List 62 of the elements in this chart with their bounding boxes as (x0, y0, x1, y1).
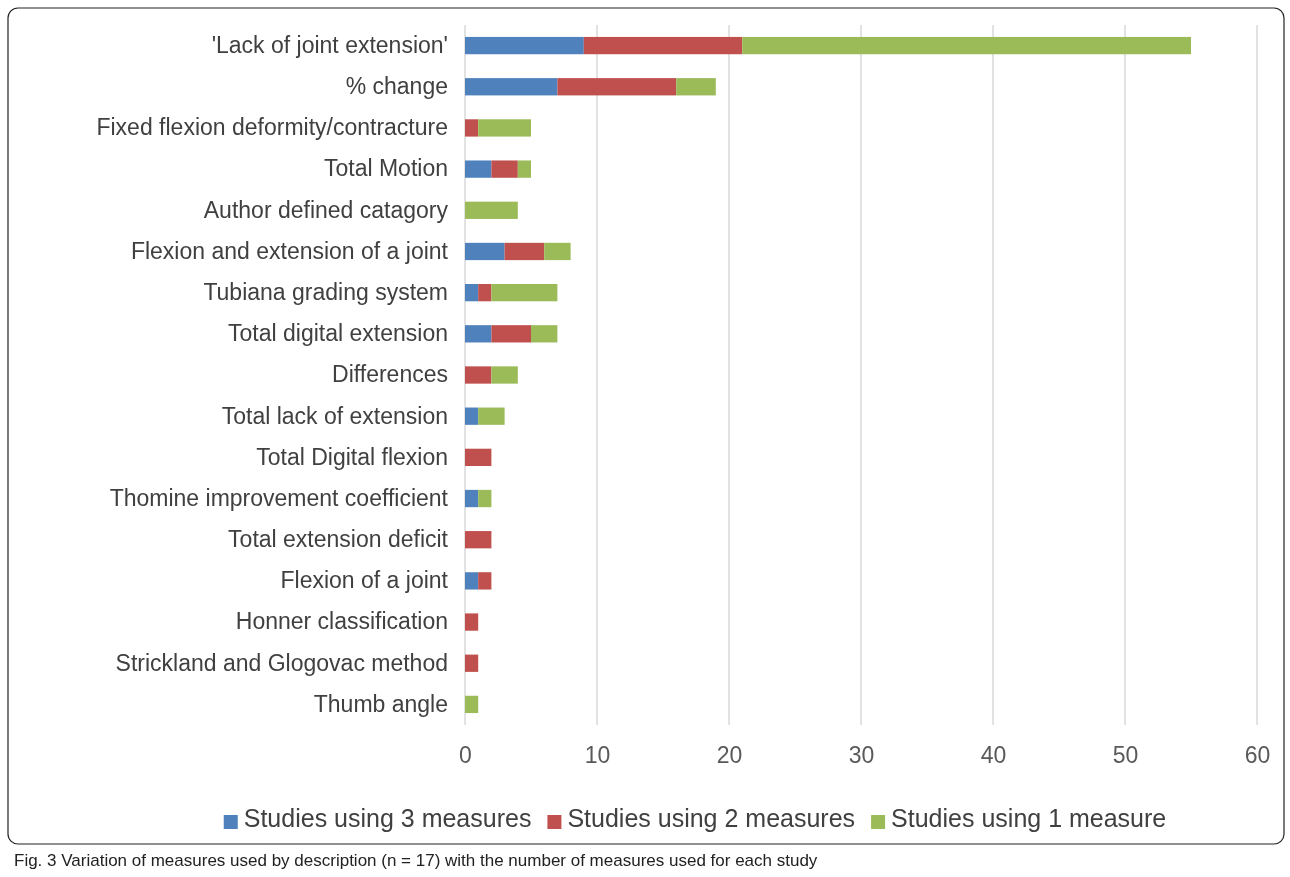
y-tick-label: Author defined catagory (203, 196, 449, 223)
bar (531, 325, 558, 343)
y-tick-label: Strickland and Glogovac method (115, 649, 448, 676)
bar (465, 572, 479, 590)
bar (491, 325, 531, 343)
bar (465, 695, 479, 714)
y-tick-label: Tubiana grading system (203, 279, 448, 306)
y-tick-label: Total Digital flexion (256, 443, 448, 470)
bar (465, 119, 479, 137)
bar (491, 284, 558, 302)
y-tick-label: Thomine improvement coefficient (109, 484, 449, 511)
bar (465, 654, 479, 672)
y-tick-label: Total extension deficit (228, 526, 449, 553)
bar (491, 160, 518, 178)
bar (478, 119, 531, 137)
legend-label: Studies using 3 measures (243, 804, 532, 832)
y-tick-label: Total digital extension (228, 320, 448, 347)
bar (557, 78, 677, 96)
y-tick-label: % change (345, 73, 448, 100)
legend-label: Studies using 2 measures (567, 804, 856, 832)
bar (465, 242, 505, 261)
bar (742, 36, 1191, 55)
bar (478, 407, 505, 425)
bar (478, 284, 492, 302)
y-tick-label: 'Lack of joint extension' (211, 31, 448, 58)
bar (465, 36, 584, 55)
y-tick-label: Total Motion (323, 155, 448, 182)
y-tick-label: Thumb angle (313, 690, 448, 717)
y-tick-label: Flexion of a joint (280, 567, 449, 594)
x-tick-label: 20 (716, 742, 743, 769)
x-tick-label: 0 (459, 742, 472, 769)
x-tick-label: 50 (1112, 742, 1139, 769)
bar (583, 36, 743, 55)
bar (465, 160, 492, 178)
bar (465, 448, 492, 466)
bar (478, 489, 492, 508)
bar (465, 613, 479, 631)
bar (465, 489, 479, 508)
x-tick-label: 10 (584, 742, 611, 769)
bar (676, 78, 716, 96)
bar (544, 242, 571, 261)
x-tick-label: 40 (980, 742, 1007, 769)
bar (465, 366, 492, 384)
bar (465, 284, 479, 302)
x-tick-label: 30 (848, 742, 875, 769)
y-tick-label: Fixed flexion deformity/contracture (96, 114, 448, 141)
bar (491, 366, 518, 384)
y-tick-label: Differences (332, 361, 448, 388)
y-tick-label: Total lack of extension (221, 402, 448, 429)
legend-label: Studies using 1 measure (891, 804, 1167, 832)
caption: Fig. 3 Variation of measures used by description (n = 17) with the number of measures used for each study (14, 851, 818, 870)
bar (478, 572, 492, 590)
bar (517, 160, 531, 178)
bar (465, 325, 492, 343)
bar (465, 407, 479, 425)
bar (465, 78, 558, 96)
bar (465, 201, 518, 219)
x-tick-label: 60 (1244, 742, 1271, 769)
bar (465, 531, 492, 549)
y-tick-label: Honner classification (235, 608, 448, 635)
bar (504, 242, 545, 261)
y-tick-label: Flexion and extension of a joint (130, 237, 449, 264)
